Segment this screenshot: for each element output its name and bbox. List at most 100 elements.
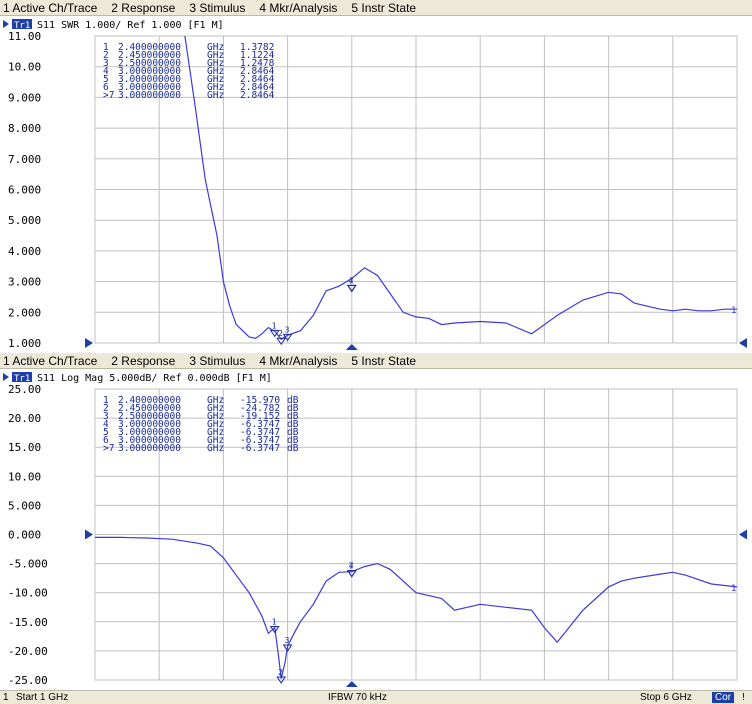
trace-badge-label: Tr1 (14, 374, 30, 384)
menubar-bottom: 1 Active Ch/Trace 2 Response 3 Stimulus … (0, 353, 752, 369)
marker-triangle[interactable] (346, 570, 357, 578)
marker-table-number: 5 (103, 74, 109, 85)
menu-response[interactable]: 2 Response (111, 0, 176, 15)
marker-triangle[interactable] (276, 676, 287, 684)
marker-table-freq: 3.000000000 (118, 419, 181, 430)
marker-label: 4 (349, 562, 354, 571)
marker-triangle[interactable] (269, 329, 280, 338)
marker-table-freq: 3.000000000 (118, 66, 181, 77)
y-tick-label: 7.000 (8, 153, 41, 166)
marker-triangle[interactable] (346, 284, 357, 293)
status-channel: 1 (3, 692, 9, 703)
y-tick-label: 0.000 (8, 529, 41, 542)
y-tick-label: -20.00 (8, 645, 48, 658)
marker-table-value: -6.3747 (240, 435, 280, 446)
y-tick-label: 20.00 (8, 412, 41, 425)
trace-end-label: 1 (731, 306, 736, 316)
trace-badge[interactable] (12, 19, 32, 29)
logmag-chart: Tr1 S11 Log Mag 5.000dB/ Ref 0.000dB [F1 … (3, 372, 747, 687)
marker-table-unit: GHz (207, 411, 224, 422)
marker-table-freq: 2.500000000 (118, 58, 181, 69)
marker-table-number: >7 (103, 443, 114, 454)
y-tick-label: 5.000 (8, 214, 41, 227)
menu-response[interactable]: 2 Response (111, 353, 176, 368)
y-tick-label: 25.00 (8, 383, 41, 396)
marker-table-unit: GHz (207, 443, 224, 454)
ref-level-arrow-left[interactable] (85, 529, 93, 540)
marker-label: 2 (278, 329, 283, 338)
active-marker-arrow[interactable] (345, 344, 358, 350)
marker-table-unit: GHz (207, 74, 224, 85)
marker-table-freq: 2.450000000 (118, 50, 181, 61)
marker-table-unit: GHz (207, 58, 224, 69)
marker-table-freq: 3.000000000 (118, 443, 181, 454)
trace-line (95, 536, 737, 679)
marker-triangle[interactable] (276, 337, 287, 346)
menu-active-ch-trace[interactable]: 1 Active Ch/Trace (3, 0, 98, 15)
status-stop[interactable]: Stop 6 GHz (640, 692, 692, 703)
marker-table-value: -19.152 (240, 411, 280, 422)
marker-table-number: 6 (103, 82, 109, 93)
y-tick-label: -5.000 (8, 558, 48, 571)
marker-table-freq: 2.400000000 (118, 42, 181, 53)
menu-stimulus[interactable]: 3 Stimulus (189, 0, 246, 15)
marker-table-value: 1.1224 (240, 50, 275, 61)
marker-triangle[interactable] (282, 644, 293, 652)
ref-level-arrow-right[interactable] (739, 338, 747, 348)
y-tick-label: 10.00 (8, 61, 41, 74)
marker-label: 4 (349, 276, 354, 285)
status-ifbw[interactable]: IFBW 70 kHz (328, 692, 387, 703)
marker-table-number: 4 (103, 66, 109, 77)
marker-table-value: -6.3747 (240, 443, 280, 454)
y-tick-label: 3.000 (8, 276, 41, 289)
marker-table-unit: GHz (207, 419, 224, 430)
menu-active-ch-trace[interactable]: 1 Active Ch/Trace (3, 353, 98, 368)
menu-mkr-analysis[interactable]: 4 Mkr/Analysis (259, 0, 338, 15)
marker-table-unit: GHz (207, 90, 224, 101)
trace-line (184, 36, 737, 341)
marker-table-freq: 3.000000000 (118, 82, 181, 93)
marker-table-unit: GHz (207, 82, 224, 93)
marker-table-unit: GHz (207, 403, 224, 414)
menu-mkr-analysis[interactable]: 4 Mkr/Analysis (259, 353, 338, 368)
marker-label: 2 (278, 668, 283, 677)
marker-table-value: -6.3747 (240, 419, 280, 430)
y-tick-label: 5.000 (8, 499, 41, 512)
marker-table-number: 6 (103, 435, 109, 446)
ref-level-arrow-left[interactable] (85, 338, 93, 348)
marker-table-number: 4 (103, 419, 109, 430)
marker-table-value-unit: dB (287, 435, 299, 446)
marker-table-value: 2.8464 (240, 66, 275, 77)
menu-instr-state[interactable]: 5 Instr State (351, 0, 417, 15)
y-tick-label: 4.000 (8, 245, 41, 258)
marker-table-value-unit: dB (287, 443, 299, 454)
marker-table-value: -15.970 (240, 395, 280, 406)
marker-table-freq: 3.000000000 (118, 74, 181, 85)
status-start[interactable]: Start 1 GHz (16, 692, 69, 703)
marker-triangle[interactable] (269, 625, 280, 634)
marker-table-number: 2 (103, 50, 109, 61)
ref-level-arrow-right[interactable] (739, 529, 747, 540)
marker-table-freq: 3.000000000 (118, 427, 181, 438)
marker-table-value-unit: dB (287, 403, 299, 414)
marker-table-freq: 3.000000000 (118, 435, 181, 446)
marker-triangle[interactable] (282, 333, 293, 342)
trace-badge[interactable] (12, 372, 32, 382)
marker-table-unit: GHz (207, 395, 224, 406)
marker-table-number: 3 (103, 58, 109, 69)
menu-stimulus[interactable]: 3 Stimulus (189, 353, 246, 368)
marker-label: 1 (272, 617, 277, 626)
status-bar: 1 Start 1 GHz IFBW 70 kHz Stop 6 GHz Cor… (0, 690, 752, 704)
status-edge: ! (742, 692, 745, 703)
marker-table-freq: 3.000000000 (118, 90, 181, 101)
marker-table-value: 1.3782 (240, 42, 274, 53)
marker-table-value-unit: dB (287, 411, 299, 422)
trace-header: S11 SWR 1.000/ Ref 1.000 [F1 M] (37, 20, 224, 31)
active-marker-arrow[interactable] (345, 681, 358, 687)
menu-instr-state[interactable]: 5 Instr State (351, 353, 417, 368)
status-cor-badge[interactable]: Cor (712, 692, 735, 703)
active-trace-icon (3, 373, 9, 381)
marker-table-number: >7 (103, 90, 114, 101)
marker-table-value: -6.3747 (240, 427, 280, 438)
marker-table-value-unit: dB (287, 427, 299, 438)
